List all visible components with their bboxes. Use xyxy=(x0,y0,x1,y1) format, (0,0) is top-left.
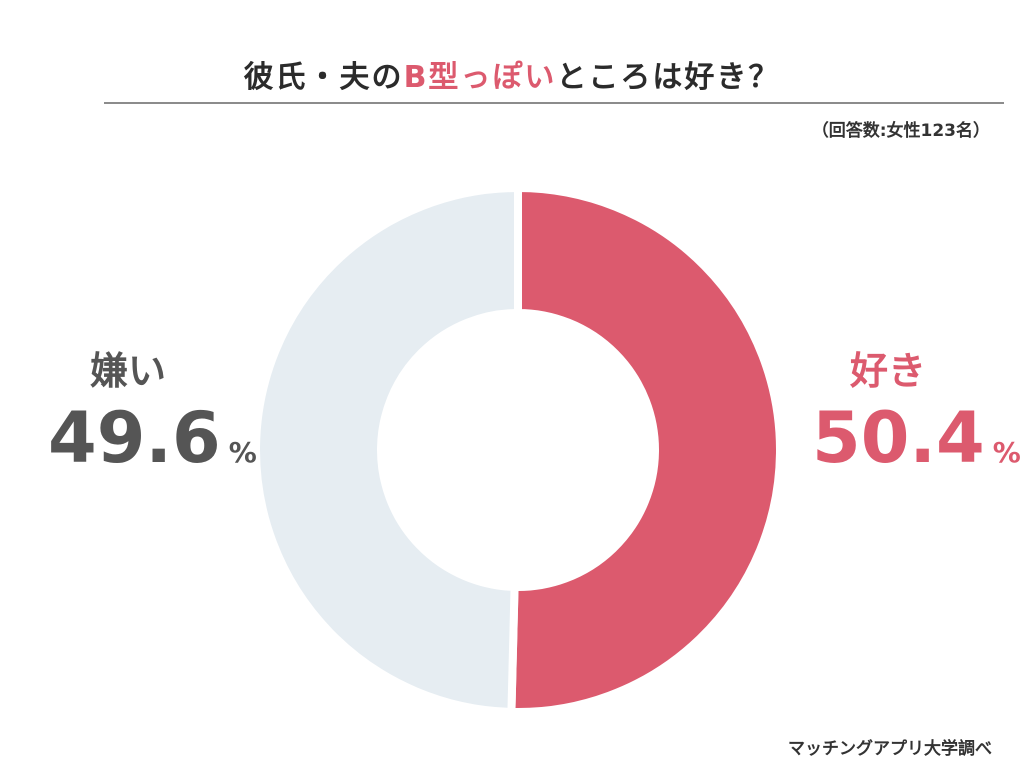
value-like-number: 50.4 xyxy=(812,397,985,479)
respondent-note: （回答数:女性123名） xyxy=(811,121,990,141)
chart-title: 彼氏・夫のB型っぽいところは好き？ xyxy=(0,52,1024,96)
label-dislike: 嫌い xyxy=(90,349,167,393)
source-note: マッチングアプリ大学調べ xyxy=(788,739,992,759)
value-dislike: 49.6% xyxy=(48,398,257,478)
title-divider xyxy=(104,102,1004,104)
slice-like xyxy=(507,183,784,716)
value-dislike-number: 49.6 xyxy=(48,397,221,479)
label-like: 好き xyxy=(850,349,927,393)
slice-dislike xyxy=(252,183,522,717)
value-like-percent: % xyxy=(992,436,1021,469)
value-dislike-percent: % xyxy=(228,436,257,469)
title-prefix: 彼氏・夫の xyxy=(243,60,404,95)
value-like: 50.4% xyxy=(812,398,1021,478)
title-suffix: ところは好き？ xyxy=(556,60,781,95)
title-accent: B型っぽい xyxy=(403,60,557,95)
